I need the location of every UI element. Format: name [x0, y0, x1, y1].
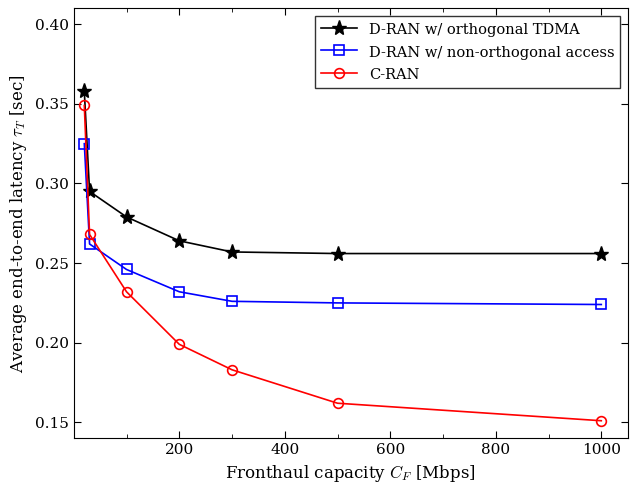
D-RAN w/ non-orthogonal access	[123, 267, 130, 273]
C-RAN	[597, 418, 605, 424]
C-RAN	[334, 400, 342, 406]
C-RAN	[81, 102, 88, 108]
C-RAN	[176, 341, 183, 347]
D-RAN w/ orthogonal TDMA	[86, 188, 93, 194]
D-RAN w/ orthogonal TDMA	[123, 214, 130, 220]
X-axis label: Fronthaul capacity $C_F$ [Mbps]: Fronthaul capacity $C_F$ [Mbps]	[225, 462, 476, 484]
Line: D-RAN w/ orthogonal TDMA: D-RAN w/ orthogonal TDMA	[77, 84, 609, 261]
Legend: D-RAN w/ orthogonal TDMA, D-RAN w/ non-orthogonal access, C-RAN: D-RAN w/ orthogonal TDMA, D-RAN w/ non-o…	[315, 16, 620, 88]
D-RAN w/ non-orthogonal access	[228, 298, 236, 304]
D-RAN w/ orthogonal TDMA	[228, 249, 236, 255]
D-RAN w/ orthogonal TDMA	[334, 250, 342, 256]
C-RAN	[123, 289, 130, 295]
Line: D-RAN w/ non-orthogonal access: D-RAN w/ non-orthogonal access	[80, 139, 606, 309]
Y-axis label: Average end-to-end latency $\tau_T$ [sec]: Average end-to-end latency $\tau_T$ [sec…	[8, 74, 29, 372]
D-RAN w/ non-orthogonal access	[334, 300, 342, 306]
D-RAN w/ orthogonal TDMA	[176, 238, 183, 244]
C-RAN	[228, 367, 236, 373]
Line: C-RAN: C-RAN	[80, 100, 606, 426]
D-RAN w/ orthogonal TDMA	[81, 88, 88, 94]
D-RAN w/ non-orthogonal access	[86, 241, 93, 247]
D-RAN w/ non-orthogonal access	[597, 302, 605, 308]
D-RAN w/ non-orthogonal access	[81, 141, 88, 147]
D-RAN w/ orthogonal TDMA	[597, 250, 605, 256]
C-RAN	[86, 231, 93, 237]
D-RAN w/ non-orthogonal access	[176, 289, 183, 295]
